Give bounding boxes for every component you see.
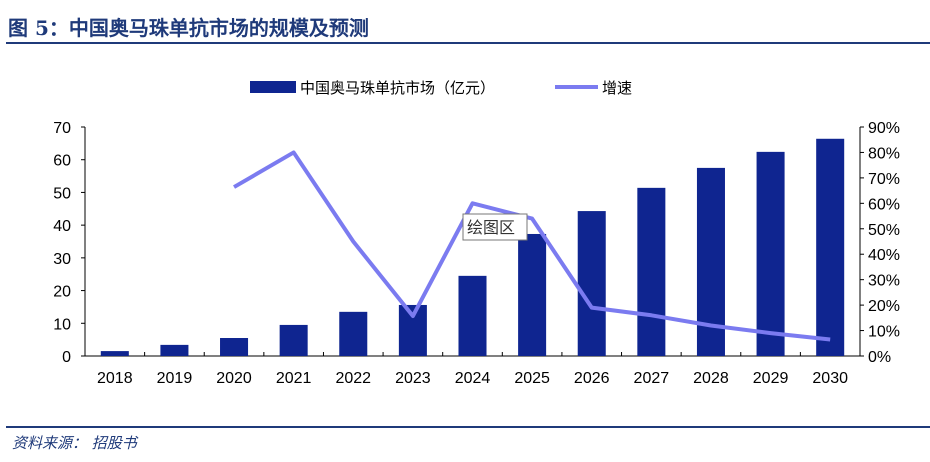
x-tick-label: 2018 <box>97 370 133 387</box>
x-tick-label: 2021 <box>276 370 312 387</box>
footer-divider <box>6 426 930 428</box>
bar-2025 <box>518 233 547 356</box>
bar-2022 <box>339 311 368 356</box>
x-tick-label: 2024 <box>455 370 491 387</box>
bar-2024 <box>458 275 487 356</box>
legend-swatch-bar <box>250 81 296 93</box>
x-tick-label: 2027 <box>634 370 670 387</box>
bar-2029 <box>756 151 785 356</box>
right-tick-label: 80% <box>868 145 900 162</box>
right-tick-label: 60% <box>868 196 900 213</box>
right-tick-label: 90% <box>868 120 900 137</box>
tooltip-box <box>462 213 528 241</box>
x-tick-label: 2023 <box>395 370 431 387</box>
right-tick-label: 40% <box>868 247 900 264</box>
figure-title: 图 5：中国奥马珠单抗市场的规模及预测 <box>8 16 369 40</box>
left-tick-label: 10 <box>53 316 71 333</box>
right-tick-label: 20% <box>868 298 900 315</box>
bar-2019 <box>160 344 189 356</box>
x-tick-label: 2026 <box>574 370 610 387</box>
x-tick-label: 2030 <box>812 370 848 387</box>
right-tick-label: 50% <box>868 222 900 239</box>
x-tick-label: 2025 <box>514 370 550 387</box>
x-tick-label: 2022 <box>335 370 371 387</box>
bar-2030 <box>816 138 845 356</box>
right-tick-label: 0% <box>868 349 891 366</box>
left-tick-label: 20 <box>53 284 71 301</box>
x-tick-label: 2020 <box>216 370 252 387</box>
bar-2020 <box>220 338 249 356</box>
bar-2026 <box>577 211 606 356</box>
bar-2018 <box>100 351 129 356</box>
left-tick-label: 30 <box>53 251 71 268</box>
left-tick-label: 50 <box>53 185 71 202</box>
tooltip-text: 绘图区 <box>467 219 515 237</box>
right-tick-label: 30% <box>868 273 900 290</box>
x-tick-label: 2019 <box>157 370 193 387</box>
x-tick-label: 2028 <box>693 370 729 387</box>
left-tick-label: 40 <box>53 218 71 235</box>
bar-2021 <box>279 324 308 356</box>
right-tick-label: 70% <box>868 171 900 188</box>
legend-label-line: 增速 <box>602 80 632 97</box>
title-divider <box>6 42 930 44</box>
right-tick-label: 10% <box>868 324 900 341</box>
x-tick-label: 2029 <box>753 370 789 387</box>
source-note: 资料来源： 招股书 <box>12 434 137 452</box>
left-tick-label: 60 <box>53 153 71 170</box>
bar-2027 <box>637 187 666 356</box>
left-tick-label: 70 <box>53 120 71 137</box>
legend-label-bar: 中国奥马珠单抗市场（亿元） <box>300 80 495 97</box>
left-tick-label: 0 <box>62 349 71 366</box>
